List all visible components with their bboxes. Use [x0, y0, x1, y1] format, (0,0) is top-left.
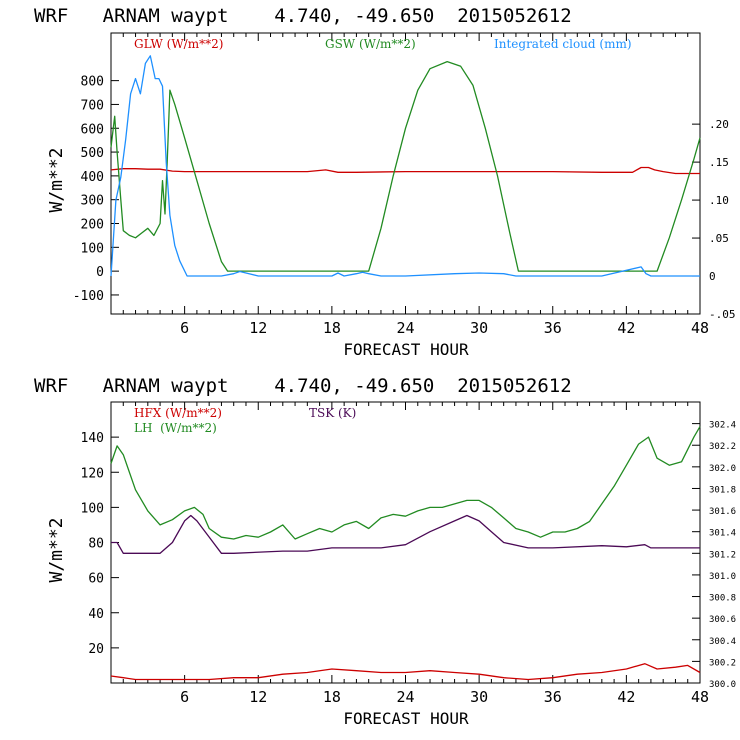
chart-2-legend-lh: LH (W/m**2)	[134, 421, 217, 435]
chart-1-x-label: FORECAST HOUR	[343, 340, 469, 359]
y-tick-label: 300	[81, 194, 104, 209]
x-tick-label: 42	[617, 319, 635, 337]
series-line-1	[110, 426, 701, 540]
chart-1: WRF ARNAM waypt 4.740, -49.650 201505261…	[34, 5, 736, 359]
y-tick-label: 200	[81, 218, 104, 233]
series-line-1	[110, 60, 701, 272]
y-tick-label: 500	[81, 146, 104, 161]
x-tick-label: 48	[691, 688, 709, 706]
y2-tick-label: 301.0	[709, 572, 736, 582]
y2-tick-label: .20	[709, 118, 729, 131]
y-tick-label: 140	[81, 431, 104, 446]
chart-1-series	[110, 55, 701, 277]
x-tick-label: 6	[180, 688, 189, 706]
y2-tick-label: 301.4	[709, 529, 736, 539]
y-tick-label: 0	[96, 265, 104, 280]
y2-tick-label: 300.6	[709, 615, 736, 625]
x-tick-label: 30	[470, 688, 488, 706]
y-tick-label: 40	[88, 607, 104, 622]
chart-2-title: WRF ARNAM waypt 4.740, -49.650 201505261…	[34, 375, 572, 397]
y2-tick-label: .15	[709, 156, 729, 169]
y2-tick-label: 302.2	[709, 442, 736, 452]
series-line-2	[110, 55, 700, 277]
chart-1-legend-glw: GLW (W/m**2)	[134, 37, 223, 51]
series-line-2	[111, 514, 700, 554]
y2-tick-label: 302.4	[709, 421, 736, 431]
y2-tick-label: -.05	[709, 308, 736, 321]
x-tick-label: 6	[180, 319, 189, 337]
x-tick-label: 18	[323, 688, 341, 706]
chart-2-plot-frame	[110, 401, 701, 684]
y2-tick-label: .10	[709, 194, 729, 207]
chart-2-legend-hfx: HFX (W/m**2)	[134, 406, 222, 420]
x-tick-label: 36	[544, 688, 562, 706]
chart-2-y-label: W/m**2	[46, 517, 67, 582]
chart-1-plot-frame	[110, 32, 701, 315]
y-tick-label: 800	[81, 75, 104, 90]
y-tick-label: 120	[81, 466, 104, 481]
x-tick-label: 24	[396, 319, 414, 337]
chart-2-legend-tsk: TSK (K)	[309, 406, 356, 420]
chart-2: WRF ARNAM waypt 4.740, -49.650 201505261…	[34, 375, 736, 728]
y2-tick-label: 302.0	[709, 464, 736, 474]
chart-2-series	[110, 426, 701, 681]
y-tick-label: 400	[81, 170, 104, 185]
y-tick-label: -100	[73, 289, 104, 304]
y-tick-label: 20	[88, 642, 104, 657]
x-tick-label: 12	[249, 319, 267, 337]
chart-1-legend-gsw: GSW (W/m**2)	[325, 37, 416, 51]
y-tick-label: 700	[81, 98, 104, 113]
y2-tick-label: 300.8	[709, 594, 736, 604]
y2-tick-label: 301.8	[709, 485, 736, 495]
x-tick-label: 42	[617, 688, 635, 706]
y2-tick-label: 300.4	[709, 637, 736, 647]
x-tick-label: 30	[470, 319, 488, 337]
chart-1-y-label: W/m**2	[46, 147, 67, 212]
series-line-0	[110, 663, 701, 681]
y-tick-label: 60	[88, 572, 104, 587]
y-tick-label: 100	[81, 501, 104, 516]
chart-1-title: WRF ARNAM waypt 4.740, -49.650 201505261…	[34, 5, 572, 27]
y2-tick-label: 0	[709, 270, 716, 283]
chart-2-axes: 6 12 18 24 30 36 42 48 140 120 100 80 60 40 20 302.4 302…	[81, 402, 736, 706]
x-tick-label: 18	[323, 319, 341, 337]
y2-tick-label: .05	[709, 232, 729, 245]
x-tick-label: 12	[249, 688, 267, 706]
x-tick-label: 36	[544, 319, 562, 337]
x-tick-label: 48	[691, 319, 709, 337]
x-tick-label: 24	[396, 688, 414, 706]
y2-tick-label: 300.2	[709, 658, 736, 668]
chart-2-x-label: FORECAST HOUR	[343, 709, 469, 728]
y2-tick-label: 301.6	[709, 507, 736, 517]
series-line-0	[110, 166, 700, 175]
y2-tick-label: 301.2	[709, 550, 736, 560]
chart-1-axes: 6 12 18 24 30 36 42 48 800 700 600 500 400 300 200 100 0…	[73, 33, 736, 337]
chart-1-legend-cloud: Integrated cloud (mm)	[494, 37, 632, 51]
y-tick-label: 100	[81, 241, 104, 256]
y-tick-label: 80	[88, 537, 104, 552]
y-tick-label: 600	[81, 122, 104, 137]
y2-tick-label: 300.0	[709, 680, 736, 690]
